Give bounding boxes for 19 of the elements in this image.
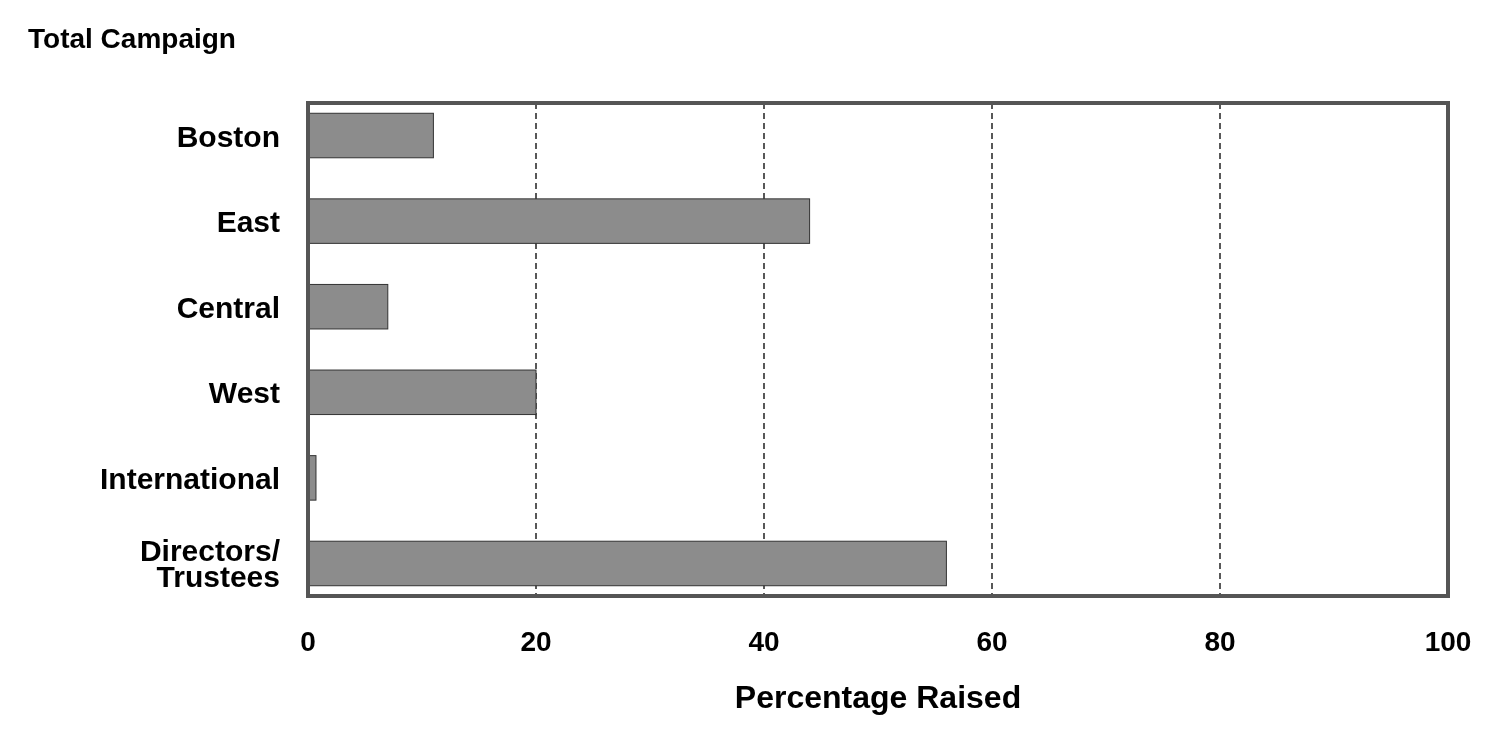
y-tick-label: East (216, 205, 280, 239)
y-tick-label: Boston (176, 119, 280, 153)
x-tick-label: 80 (1204, 626, 1236, 657)
bar (307, 198, 811, 244)
x-axis-title: Percentage Raised (734, 679, 1022, 715)
x-tick-label: 20 (520, 626, 552, 657)
bar (307, 112, 434, 159)
chart-title: Total Campaign (28, 23, 236, 54)
y-tick-label: International (99, 461, 280, 495)
y-tick-label: Directors/ Trustees (139, 534, 281, 594)
x-tick-label: 40 (748, 626, 780, 657)
y-tick-label: Central (176, 290, 280, 324)
bar (307, 283, 389, 330)
x-tick-label: 100 (1424, 626, 1472, 657)
bar (307, 540, 947, 587)
x-tick-label: 60 (976, 626, 1008, 657)
y-tick-label: West (208, 376, 280, 410)
bar (307, 369, 537, 416)
x-tick-label: 0 (300, 626, 316, 657)
